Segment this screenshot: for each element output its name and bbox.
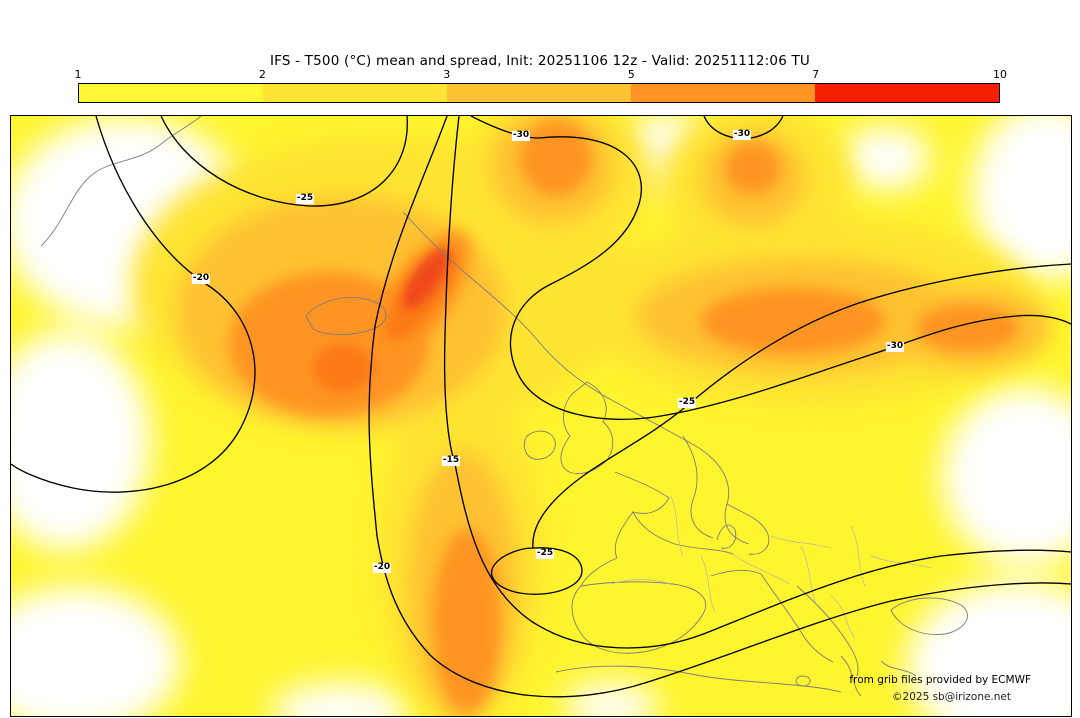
- contour-label: -25: [677, 397, 697, 408]
- spread-max-core: [402, 248, 450, 310]
- page-title: IFS - T500 (°C) mean and spread, Init: 2…: [269, 53, 811, 69]
- contour-label: -25: [295, 193, 315, 204]
- colorbar-segment: [263, 84, 447, 102]
- map-canvas: from grib files provided by ECMWF ©2025 …: [10, 115, 1072, 717]
- contour-label: -25: [535, 548, 555, 559]
- colorbar-ticks: 1 2 3 5 7 10: [74, 68, 1008, 81]
- colorbar-tick: 10: [993, 68, 1007, 81]
- contour-label: -30: [511, 130, 531, 141]
- coastlines: [40, 116, 968, 697]
- colorbar-tick: 3: [443, 68, 451, 81]
- colorbar-wrap: 1 2 3 5 7 10: [74, 68, 1008, 103]
- credit-ecmwf: from grib files provided by ECMWF: [849, 674, 1031, 686]
- colorbar-segment: [447, 84, 631, 102]
- weather-map-svg: [11, 116, 1071, 716]
- colorbar-tick: 1: [74, 68, 82, 81]
- credit-copyright: ©2025 sb@irizone.net: [892, 691, 1011, 703]
- colorbar-segment: [79, 84, 263, 102]
- contour-label: -20: [372, 562, 392, 573]
- colorbar-segment: [631, 84, 815, 102]
- colorbar-segment: [815, 84, 999, 102]
- contour-label: -30: [885, 341, 905, 352]
- colorbar-tick: 2: [258, 68, 266, 81]
- colorbar-tick: 5: [627, 68, 635, 81]
- contour-label: -20: [191, 273, 211, 284]
- country-borders: [610, 495, 932, 639]
- contour-label: -30: [732, 129, 752, 140]
- colorbar: [78, 83, 1000, 103]
- contour-label: -15: [441, 455, 461, 466]
- colorbar-tick: 7: [812, 68, 820, 81]
